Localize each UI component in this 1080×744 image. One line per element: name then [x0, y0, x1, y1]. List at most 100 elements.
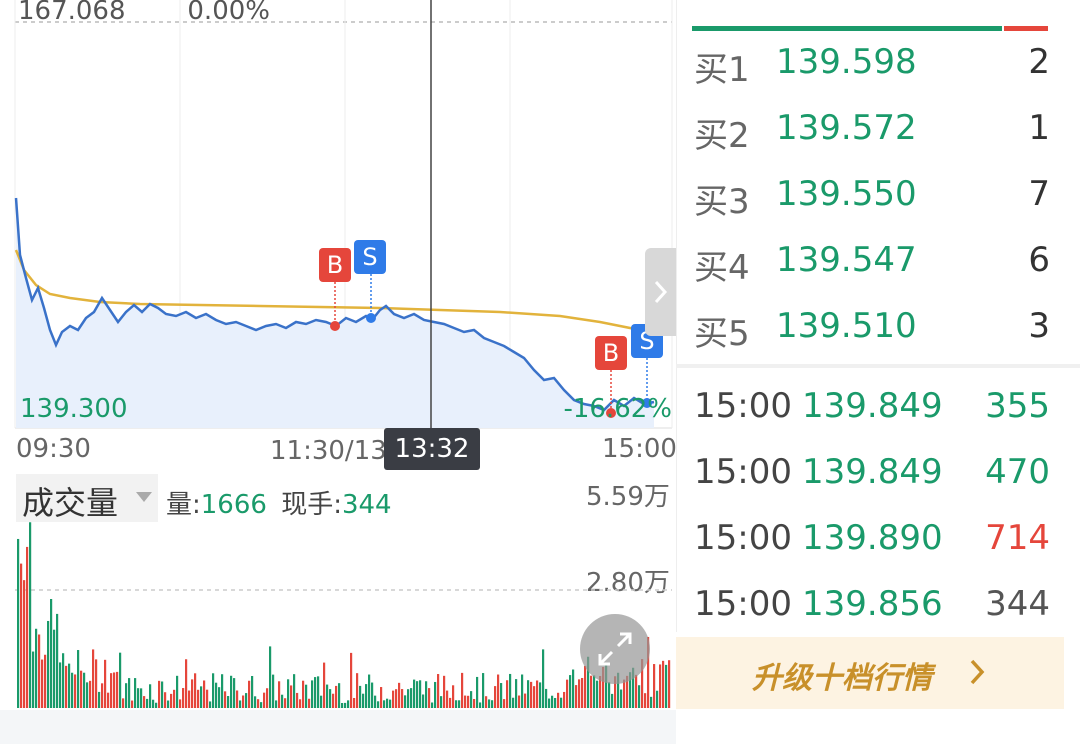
- volume-bar: [329, 689, 332, 708]
- volume-bar: [545, 688, 548, 708]
- tick-volume: 470: [985, 452, 1050, 492]
- volume-bar: [584, 665, 587, 708]
- volume-bar: [344, 702, 347, 708]
- trade-tick-row[interactable]: 15:00 139.849 470: [694, 452, 1050, 504]
- volume-bar: [641, 659, 644, 708]
- section-divider: [676, 364, 1080, 368]
- volume-bar: [272, 674, 275, 708]
- volume-bar: [374, 695, 377, 708]
- volume-bar: [524, 693, 527, 708]
- volume-bar: [455, 700, 458, 708]
- volume-bar: [182, 688, 185, 708]
- volume-bar: [251, 675, 254, 708]
- book-price: 139.598: [776, 42, 917, 82]
- volume-indicator-select[interactable]: 成交量: [16, 474, 158, 522]
- volume-bar: [173, 689, 176, 708]
- volume-bar: [134, 678, 137, 708]
- volume-bar: [542, 649, 545, 708]
- chevron-right-icon: [970, 659, 985, 685]
- volume-bar: [194, 673, 197, 708]
- order-book-row[interactable]: 买2 139.572 1: [694, 108, 1050, 158]
- order-book-row[interactable]: 买3 139.550 7: [694, 174, 1050, 224]
- volume-bar: [464, 695, 467, 708]
- trade-tick-row[interactable]: 15:00 139.849 355: [694, 386, 1050, 438]
- volume-bar: [44, 654, 47, 708]
- volume-bar: [569, 675, 572, 708]
- volume-bar: [230, 675, 233, 708]
- trade-tick-row[interactable]: 15:00 139.856 344: [694, 584, 1050, 636]
- order-book-row[interactable]: 买1 139.598 2: [694, 42, 1050, 92]
- book-qty: 2: [1028, 42, 1050, 82]
- upgrade-level2-button[interactable]: 升级十档行情: [676, 637, 1064, 709]
- volume-bar: [446, 690, 449, 708]
- volume-bar: [299, 699, 302, 708]
- volume-bar: [308, 698, 311, 708]
- volume-bar: [623, 679, 626, 708]
- volume-bar: [617, 672, 620, 708]
- volume-bar: [56, 613, 59, 708]
- volume-bar: [470, 691, 473, 708]
- price-low-label: 139.300: [20, 394, 128, 424]
- volume-bar: [551, 695, 554, 708]
- sell-marker[interactable]: S: [631, 324, 663, 358]
- pct-low-label: -16.62%: [563, 394, 672, 424]
- volume-bar: [233, 678, 236, 708]
- vol-value: 1666: [200, 490, 267, 520]
- panel-divider: [676, 0, 677, 632]
- order-book-row[interactable]: 买4 139.547 6: [694, 240, 1050, 290]
- volume-bar: [518, 695, 521, 708]
- volume-bar: [557, 692, 560, 708]
- volume-bar: [431, 702, 434, 708]
- volume-bar: [248, 680, 251, 708]
- book-level-label: 买4: [694, 248, 750, 288]
- tick-time: 15:00: [694, 584, 792, 624]
- fullscreen-button[interactable]: [580, 614, 650, 684]
- expand-panel-button[interactable]: [645, 248, 676, 336]
- volume-bar: [626, 675, 629, 708]
- volume-bar: [203, 680, 206, 708]
- volume-bar: [335, 685, 338, 708]
- volume-bar: [107, 692, 110, 708]
- tick-price: 139.849: [802, 452, 943, 492]
- volume-bar: [65, 665, 68, 708]
- tick-time: 15:00: [694, 452, 792, 492]
- buy-dot: [606, 408, 616, 418]
- price-line: [14, 197, 655, 412]
- price-chart[interactable]: [0, 0, 680, 470]
- time-end-label: 15:00: [602, 434, 677, 464]
- volume-bar: [149, 684, 152, 708]
- volume-bar: [212, 673, 215, 708]
- volume-bar: [473, 698, 476, 708]
- order-book-row[interactable]: 买5 139.510 3: [694, 306, 1050, 356]
- hand-value: 344: [341, 490, 392, 520]
- volume-chart[interactable]: [0, 470, 680, 710]
- volume-bar: [209, 701, 212, 708]
- volume-bar: [74, 674, 77, 708]
- volume-bar: [176, 675, 179, 708]
- volume-bar: [221, 674, 224, 708]
- buy-marker[interactable]: B: [319, 248, 351, 282]
- buy-marker[interactable]: B: [595, 336, 627, 370]
- volume-bar: [638, 685, 641, 708]
- volume-bar: [440, 696, 443, 708]
- crosshair-time-label: 13:32: [384, 428, 480, 470]
- tick-time: 15:00: [694, 518, 792, 558]
- volume-bar: [575, 685, 578, 708]
- volume-bar: [89, 680, 92, 708]
- volume-bar: [515, 679, 518, 708]
- volume-bar: [98, 691, 101, 708]
- volume-bar: [377, 701, 380, 708]
- volume-bar: [608, 682, 611, 708]
- volume-bar: [368, 674, 371, 708]
- volume-bar: [131, 700, 134, 708]
- volume-bar: [476, 676, 479, 708]
- volume-bar: [521, 674, 524, 708]
- sell-marker[interactable]: S: [354, 240, 386, 274]
- volume-bar: [293, 674, 296, 708]
- time-start-label: 09:30: [16, 434, 91, 464]
- book-level-label: 买3: [694, 182, 750, 222]
- trade-tick-row[interactable]: 15:00 139.890 714: [694, 518, 1050, 570]
- book-price: 139.510: [776, 306, 917, 346]
- volume-bar: [341, 702, 344, 708]
- volume-bar: [497, 674, 500, 708]
